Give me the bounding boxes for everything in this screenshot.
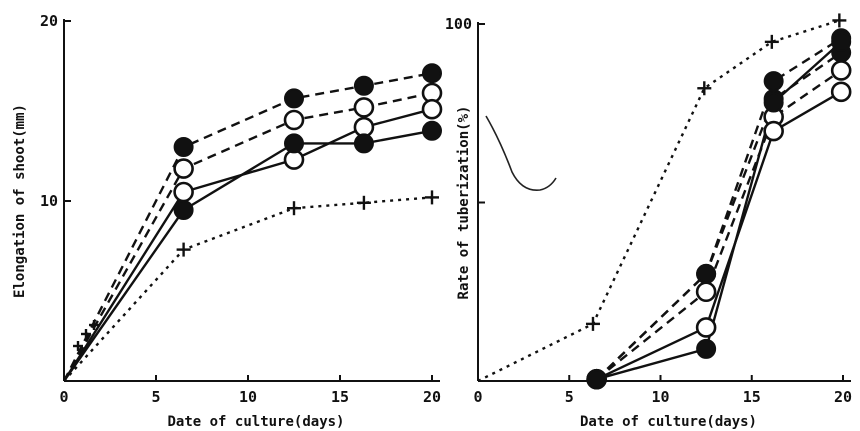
origin-plus-mark: [81, 329, 91, 339]
chart-panel-1: 0 5 10 15 20 10 20 Date of culture(days) Elongat…: [12, 12, 443, 430]
data-point-plus: [764, 34, 779, 49]
x-tick-label: 0: [59, 388, 68, 406]
series-line-4: [63, 129, 433, 382]
x-tick-label: 5: [151, 388, 160, 406]
data-point-filled: [284, 88, 304, 109]
x-tick-label: 5: [565, 388, 574, 406]
data-point-plus: [697, 81, 712, 96]
y-tick-label: 20: [40, 12, 58, 30]
data-point-filled: [831, 31, 852, 52]
stray-pen-mark: [485, 115, 557, 191]
x-tick-label: 15: [331, 388, 349, 406]
series-line-2: [62, 91, 433, 382]
data-point-open: [353, 97, 375, 118]
data-point-filled: [422, 120, 442, 141]
data-point-open: [283, 109, 305, 131]
data-point-open: [173, 181, 194, 203]
data-point-filled: [173, 200, 194, 220]
x-tick-label: 15: [743, 388, 761, 406]
data-point-open: [830, 81, 852, 103]
x-axis-title: Date of culture(days): [167, 414, 344, 430]
data-point-filled: [284, 133, 304, 154]
series-line-4: [595, 51, 842, 381]
data-point-open: [763, 120, 784, 142]
data-point-filled: [353, 133, 374, 154]
series-line-2: [595, 37, 842, 381]
data-point-filled: [763, 92, 784, 113]
data-point-plus: [425, 190, 439, 205]
y-tick-label: 100: [445, 15, 472, 33]
x-tick-label: 0: [473, 388, 482, 406]
data-point-filled: [353, 75, 374, 96]
series-line-5: [63, 196, 433, 382]
x-axis-title: Date of culture(days): [580, 414, 757, 430]
data-point-plus: [585, 316, 600, 331]
x-tick-label: 20: [423, 388, 441, 406]
data-point-open: [695, 317, 717, 338]
origin-plus-mark: [73, 341, 83, 351]
series-line-1: [477, 19, 840, 383]
data-point-plus: [356, 195, 371, 210]
data-point-open: [695, 281, 717, 303]
series-line-5: [596, 90, 842, 381]
data-point-open: [830, 60, 852, 81]
data-point-plus: [176, 242, 191, 257]
data-point-plus: [832, 13, 847, 28]
data-point-open: [421, 98, 443, 120]
series-line-6: [596, 41, 843, 381]
series-line-1: [62, 72, 433, 382]
x-tick-label: 20: [834, 388, 852, 406]
data-point-filled: [173, 137, 194, 157]
data-point-plus: [287, 201, 301, 216]
series-line-3: [595, 69, 842, 381]
data-point-filled: [763, 71, 784, 92]
y-tick-label: 10: [40, 192, 58, 210]
x-tick-label: 10: [651, 388, 669, 406]
data-point-filled: [422, 63, 442, 84]
x-tick-label: 10: [239, 388, 257, 406]
series-line-3: [62, 108, 433, 382]
data-point-open: [173, 158, 194, 179]
y-axis-title: Rate of tuberization(%): [456, 106, 472, 300]
chart-panel-2: 0 5 10 15 20 100 Date of culture(days) Rate of …: [445, 13, 852, 430]
data-point-filled: [696, 263, 717, 284]
data-point-filled: [696, 338, 717, 359]
data-point-filled: [586, 369, 607, 390]
y-axis-title: Elongation of shoot(mm): [12, 104, 28, 298]
origin-plus-mark: [89, 320, 99, 330]
